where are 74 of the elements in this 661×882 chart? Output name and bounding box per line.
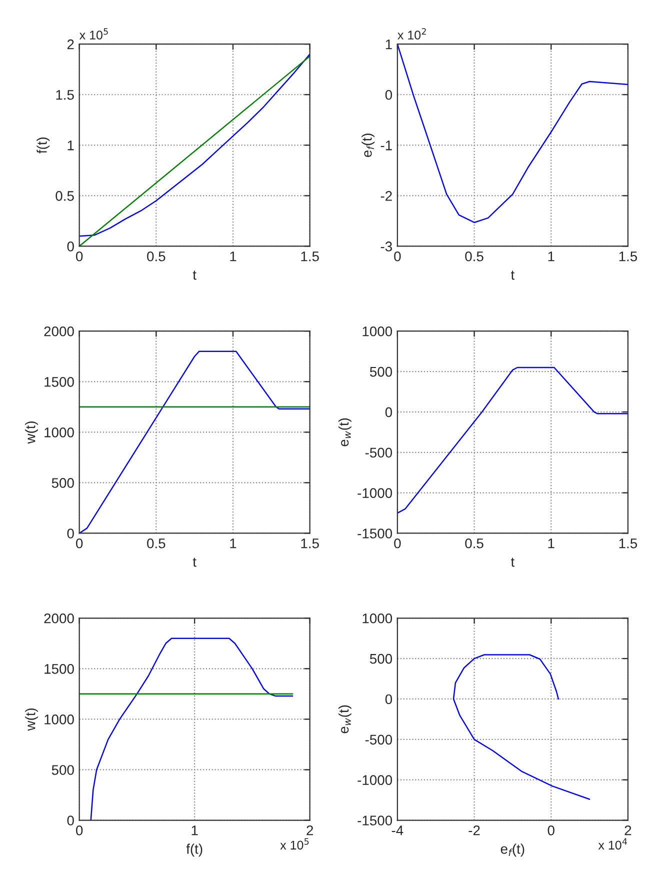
- y-tick-label: 0.5: [56, 191, 74, 201]
- x-tick-label: 2: [306, 825, 313, 836]
- y-tick-label: 1500: [44, 664, 74, 674]
- x-axis-title: t: [510, 558, 515, 567]
- y-axis-title: w(t): [25, 421, 38, 444]
- y-tick-label: 500: [370, 366, 392, 377]
- text: x 10$^{5}$: [280, 838, 309, 850]
- x-tick-label: 1: [230, 538, 236, 548]
- x-tick-label: 1: [548, 252, 554, 262]
- y-tick-label: 1: [68, 140, 74, 150]
- y-tick-label: 500: [52, 765, 74, 775]
- y-tick-label: -1500: [358, 816, 392, 826]
- line-series: [452, 654, 590, 800]
- y-tick-label: -2: [380, 191, 392, 201]
- y-tick-label: 1.5: [56, 90, 74, 100]
- text: x 10$^{4}$: [598, 838, 628, 850]
- line-series: [397, 366, 628, 514]
- x-tick-label: 0: [76, 825, 83, 836]
- y-tick-label: -1000: [358, 488, 392, 498]
- x-tick-label: 1.5: [619, 252, 638, 262]
- x-tick-label: 0.5: [465, 538, 484, 548]
- x-tick-label: -4: [392, 826, 404, 836]
- x-axis-title: t: [192, 270, 196, 280]
- y-tick-label: 0: [385, 407, 392, 418]
- x-tick-label: 0.5: [147, 538, 166, 548]
- x-tick-label: 1.5: [301, 252, 319, 262]
- y-tick-label: -500: [365, 448, 392, 458]
- x-tick-label: 0: [548, 825, 554, 836]
- y-tick-label: 1000: [362, 613, 392, 624]
- y-tick-label: -3: [380, 242, 392, 252]
- y-axis-title: w(t): [25, 708, 38, 731]
- y-tick-label: -500: [365, 734, 392, 745]
- x-tick-label: 2: [624, 825, 632, 836]
- y-axis-title: f(t): [36, 138, 50, 154]
- y-axis-title: e$_{f}$(t): [362, 134, 375, 158]
- y-axis-title: e$_{w}$(t): [338, 418, 352, 446]
- text: x 10$^{5}$: [79, 28, 108, 40]
- x-tick-label: 1: [230, 252, 236, 262]
- x-axis-title: e$_{f}$(t): [500, 844, 524, 857]
- y-tick-label: 0: [67, 528, 74, 538]
- y-tick-label: 0: [67, 242, 74, 252]
- x-axis-title: t: [510, 270, 515, 280]
- x-tick-label: 1.5: [301, 538, 319, 548]
- x-tick-label: 0.5: [147, 251, 166, 262]
- y-tick-label: 2000: [44, 613, 74, 624]
- y-tick-label: 1500: [44, 376, 74, 387]
- x-tick-label: 1.5: [619, 538, 638, 548]
- x-tick-label: 1: [192, 826, 198, 836]
- line-series: [90, 638, 294, 820]
- y-tick-label: -1500: [358, 528, 392, 538]
- x-tick-label: 0: [394, 251, 401, 262]
- y-tick-label: 0: [67, 816, 74, 826]
- y-tick-label: -1000: [358, 775, 392, 786]
- x-tick-label: 0.5: [465, 251, 484, 262]
- y-tick-label: -1: [380, 140, 392, 150]
- x-tick-label: 0: [394, 538, 401, 548]
- x-tick-label: 0: [76, 538, 83, 548]
- text: x 10$^{2}$: [398, 28, 426, 40]
- y-axis-title: e$_{w}$(t): [338, 705, 352, 734]
- y-tick-label: 500: [370, 654, 392, 664]
- x-tick-label: -2: [468, 825, 480, 836]
- x-axis-title: f(t): [186, 844, 202, 857]
- y-tick-label: 2000: [44, 326, 74, 336]
- y-tick-label: 0: [385, 694, 392, 704]
- x-axis-title: t: [192, 558, 196, 567]
- y-tick-label: 2: [67, 39, 74, 50]
- y-tick-label: 1000: [362, 326, 392, 336]
- y-tick-label: 500: [52, 478, 74, 488]
- x-tick-label: 0: [76, 251, 83, 262]
- y-tick-label: 1000: [44, 714, 74, 724]
- x-tick-label: 1: [548, 538, 554, 548]
- y-tick-label: 0: [385, 90, 392, 100]
- y-tick-label: 1: [386, 40, 392, 50]
- y-tick-label: 1000: [44, 428, 74, 438]
